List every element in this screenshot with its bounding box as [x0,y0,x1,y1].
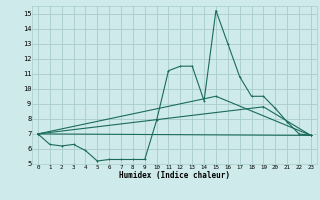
X-axis label: Humidex (Indice chaleur): Humidex (Indice chaleur) [119,171,230,180]
